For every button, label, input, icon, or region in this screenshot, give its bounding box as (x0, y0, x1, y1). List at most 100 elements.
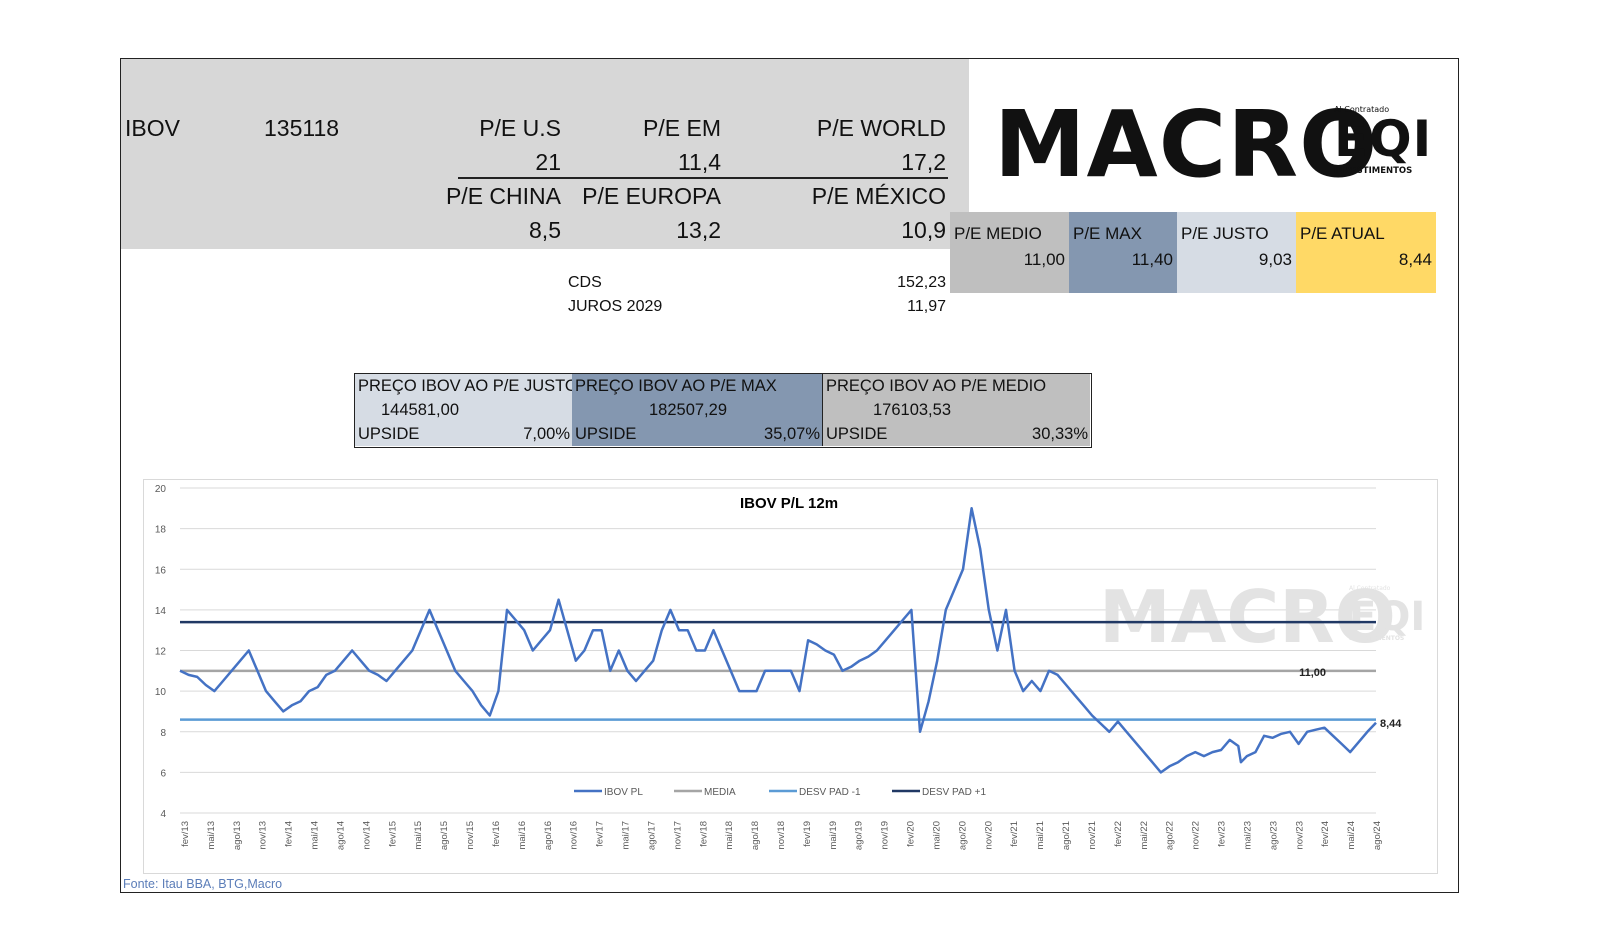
watermark-eqi-top: Al Contratado (1349, 585, 1391, 592)
x-tick-label: nov/22 (1191, 821, 1202, 850)
x-tick-label: mai/15 (413, 821, 424, 850)
legend-label: DESV PAD -1 (799, 787, 861, 798)
report-frame: IBOV 135118 P/E U.S P/E EM P/E WORLD 21 … (120, 58, 1459, 893)
legend-label: DESV PAD +1 (922, 787, 986, 798)
pe-atual-value: 8,44 (1398, 250, 1432, 269)
pe-atual-box: P/E ATUAL 8,44 (1296, 212, 1436, 293)
pe-medio-value: 11,00 (1023, 250, 1065, 269)
pe-china-label: P/E CHINA (445, 183, 561, 209)
pe-justo-label: P/E JUSTO (1181, 224, 1269, 243)
eqi-bottom-text: INVESTIMENTOS (1334, 166, 1413, 176)
pe-medio-label: P/E MEDIO (954, 224, 1042, 243)
x-tick-label: ago/13 (232, 821, 243, 850)
price-medio-value: 176103,53 (873, 401, 951, 419)
x-tick-label: fev/22 (1113, 821, 1124, 847)
media-data-label: 11,00 (1299, 667, 1326, 679)
x-tick-label: nov/23 (1294, 821, 1305, 850)
price-medio-title: PREÇO IBOV AO P/E MEDIO (826, 377, 1047, 395)
pe-europa-value: 13,2 (676, 217, 721, 243)
ibov-label: IBOV (125, 115, 180, 141)
eqi-text: EQI (1334, 110, 1433, 168)
price-max-upside: 35,07% (764, 425, 820, 443)
y-tick-label: 20 (155, 484, 167, 495)
price-justo-upside-label: UPSIDE (358, 425, 420, 443)
price-medio-cell: PREÇO IBOV AO P/E MEDIO 176103,53 UPSIDE… (822, 374, 1090, 446)
source-note: Fonte: Itau BBA, BTG,Macro (123, 877, 283, 891)
x-tick-label: nov/15 (465, 821, 476, 850)
x-tick-label: ago/14 (335, 821, 346, 850)
eqi-logo: Al Contratado EQI INVESTIMENTOS (1334, 105, 1432, 176)
x-tick-label: mai/24 (1346, 821, 1357, 850)
macro-logo-text: MACRO (994, 91, 1379, 198)
x-tick-label: nov/14 (361, 821, 372, 850)
pe-mexico-label: P/E MÉXICO (811, 183, 946, 209)
price-justo-cell: PREÇO IBOV AO P/E JUSTO 144581,00 UPSIDE… (355, 374, 578, 446)
y-tick-label: 16 (155, 565, 167, 576)
x-tick-label: ago/22 (1165, 821, 1176, 850)
juros-value: 11,97 (907, 298, 946, 315)
legend-label: IBOV PL (604, 787, 643, 798)
pe-europa-label: P/E EUROPA (582, 183, 721, 209)
y-tick-label: 4 (160, 809, 166, 820)
x-tick-label: ago/16 (543, 821, 554, 850)
x-tick-label: mai/22 (1139, 821, 1150, 850)
x-tick-label: ago/24 (1372, 821, 1383, 850)
pe-justo-value: 9,03 (1258, 250, 1292, 269)
x-tick-label: ago/15 (439, 821, 450, 850)
x-tick-label: nov/16 (569, 821, 580, 850)
x-tick-label: mai/16 (517, 821, 528, 850)
x-tick-label: ago/17 (646, 821, 657, 850)
x-tick-label: nov/21 (1087, 821, 1098, 850)
x-tick-label: fev/16 (491, 821, 502, 847)
x-tick-label: fev/17 (595, 821, 606, 847)
y-tick-label: 18 (155, 525, 167, 536)
x-tick-label: fev/23 (1217, 821, 1228, 847)
legend-label: MEDIA (704, 787, 736, 798)
x-tick-label: mai/14 (310, 821, 321, 850)
x-tick-label: mai/21 (1035, 821, 1046, 850)
pe-us-label: P/E U.S (479, 115, 561, 141)
pe-justo-box: P/E JUSTO 9,03 (1177, 212, 1296, 293)
juros-label: JUROS 2029 (568, 298, 663, 315)
pe-world-label: P/E WORLD (816, 115, 946, 141)
x-tick-label: nov/19 (880, 821, 891, 850)
x-tick-label: fev/20 (906, 821, 917, 847)
price-max-value: 182507,29 (649, 401, 727, 419)
x-tick-label: mai/13 (206, 821, 217, 850)
series-ibov-pl (179, 507, 1377, 774)
price-medio-upside-label: UPSIDE (826, 425, 888, 443)
price-justo-value: 144581,00 (381, 401, 459, 419)
header-divider (458, 177, 948, 179)
cds-label: CDS (568, 274, 602, 291)
x-tick-label: fev/14 (284, 821, 295, 847)
x-tick-label: nov/20 (983, 821, 994, 850)
x-tick-label: fev/19 (802, 821, 813, 847)
y-tick-label: 8 (160, 728, 166, 739)
price-justo-upside: 7,00% (523, 425, 570, 443)
price-medio-upside: 30,33% (1032, 425, 1088, 443)
x-tick-label: ago/18 (750, 821, 761, 850)
x-tick-label: ago/19 (854, 821, 865, 850)
price-table: PREÇO IBOV AO P/E JUSTO 144581,00 UPSIDE… (354, 373, 1092, 448)
y-tick-label: 10 (155, 687, 167, 698)
watermark-eqi: EQI (1349, 594, 1425, 640)
y-tick-label: 12 (155, 647, 167, 658)
price-max-upside-label: UPSIDE (575, 425, 637, 443)
x-tick-label: fev/24 (1320, 821, 1331, 847)
pe-china-value: 8,5 (529, 217, 561, 243)
x-tick-label: fev/15 (387, 821, 398, 847)
x-tick-label: nov/18 (776, 821, 787, 850)
x-tick-label: nov/17 (672, 821, 683, 850)
x-tick-label: fev/18 (698, 821, 709, 847)
ibov-value: 135118 (264, 115, 340, 141)
y-tick-label: 14 (155, 606, 167, 617)
macro-logo: MACRO (994, 99, 1378, 191)
price-max-title: PREÇO IBOV AO P/E MAX (575, 377, 777, 395)
pe-max-value: 11,40 (1131, 250, 1173, 269)
pe-medio-box: P/E MEDIO 11,00 (950, 212, 1069, 293)
chart-title: IBOV P/L 12m (740, 495, 838, 512)
x-tick-label: mai/23 (1242, 821, 1253, 850)
x-tick-label: fev/21 (1009, 821, 1020, 847)
